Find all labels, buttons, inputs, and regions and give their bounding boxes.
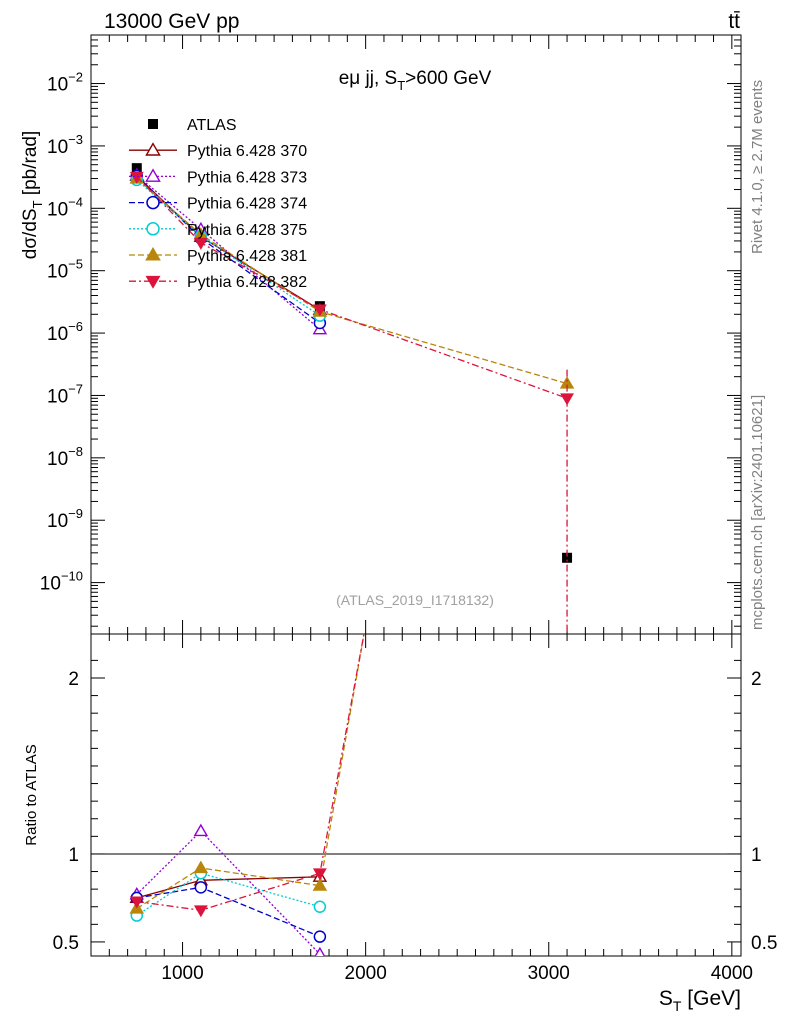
main-y-tick-label: 10−4 [47, 194, 83, 220]
main-y-tick-label: 10−10 [40, 569, 83, 595]
legend-marker [148, 119, 158, 129]
ratio-series-line [136, 634, 365, 911]
ratio-y-tick-label-right: 0.5 [751, 933, 777, 954]
legend-marker [146, 195, 160, 210]
main-y-tick-label: 10−8 [47, 444, 83, 470]
ratio-y-tick-labels: 0.5 0.5 1 1 2 2 [53, 669, 778, 954]
legend-item: Pythia 6.428 375 [129, 222, 307, 239]
legend: ATLAS Pythia 6.428 370 Pythia 6.428 373 Pyt… [129, 117, 307, 291]
ratio-series-line [136, 634, 365, 910]
main-series-group [129, 163, 575, 634]
legend-label: ATLAS [187, 117, 237, 134]
x-tick-label: 3000 [528, 963, 570, 984]
ratio-data-point [313, 900, 327, 913]
main-series-6 [129, 171, 574, 406]
header-right: tt̄ [728, 10, 740, 33]
main-y-tick-label: 10−9 [47, 506, 83, 532]
ratio-data-point [129, 896, 144, 909]
ratio-y-tick-label: 1 [68, 845, 79, 866]
main-data-point [312, 304, 327, 317]
x-tick-label: 4000 [711, 963, 753, 984]
legend-label: Pythia 6.428 370 [187, 143, 307, 160]
ratio-ticks [90, 634, 741, 956]
ratio-panel-frame [90, 633, 742, 957]
ratio-series-group [129, 634, 365, 956]
legend-item: Pythia 6.428 370 [129, 142, 307, 160]
main-series-line [136, 178, 568, 385]
main-y-tick-label: 10−7 [47, 381, 83, 407]
main-y-tick-label: 10−2 [47, 70, 83, 96]
ratio-data-point [193, 905, 208, 918]
ratio-y-tick-label: 0.5 [53, 933, 79, 954]
legend-item: Pythia 6.428 373 [129, 168, 307, 186]
main-title: eμ jj, ST>600 GeV [339, 68, 492, 93]
main-y-tick-label: 10−3 [47, 132, 83, 158]
legend-label: Pythia 6.428 382 [187, 274, 307, 291]
legend-label: Pythia 6.428 381 [187, 248, 307, 265]
legend-item: Pythia 6.428 381 [129, 247, 307, 265]
main-y-axis-label: dσ/dST [pb/rad] [20, 131, 45, 259]
x-axis-label: ST [GeV] [659, 987, 741, 1014]
ratio-data-point [194, 881, 208, 894]
ratio-y-tick-label-right: 1 [751, 845, 762, 866]
x-tick-label: 1000 [161, 963, 203, 984]
ratio-data-point [314, 946, 326, 956]
main-series-line [136, 176, 568, 399]
analysis-watermark: (ATLAS_2019_I1718132) [336, 592, 494, 608]
legend-label: Pythia 6.428 374 [187, 196, 307, 213]
ratio-series-5 [129, 634, 365, 918]
ratio-series-line [136, 886, 321, 938]
ratio-data-point [193, 823, 209, 837]
ratio-data-point [313, 930, 327, 943]
ratio-data-point [312, 868, 327, 881]
ratio-series-line [136, 876, 320, 899]
legend-marker [145, 168, 161, 182]
ratio-series-0 [129, 869, 328, 904]
legend-marker [146, 222, 160, 236]
main-y-ticks [90, 34, 741, 634]
main-data-point [193, 237, 208, 250]
ratio-y-tick-label: 2 [68, 669, 79, 690]
main-y-tick-label: 10−6 [47, 319, 83, 345]
main-series-1 [129, 168, 328, 316]
legend-item: Pythia 6.428 374 [129, 196, 307, 213]
main-y-tick-label: 10−5 [47, 257, 83, 283]
legend-item: ATLAS [148, 117, 237, 134]
main-y-tick-labels: 10−10 10−9 10−8 10−7 10−6 10−5 10−4 10−3 10−2 [40, 70, 83, 595]
ratio-data-point [193, 860, 209, 874]
main-data-point [560, 393, 574, 406]
ratio-x-tick-labels: 1000 2000 3000 4000 [161, 963, 753, 984]
mcplots-label: mcplots.cern.ch [arXiv:2401.10621] [749, 395, 766, 630]
header-left: 13000 GeV pp [104, 10, 239, 33]
ratio-series-line [136, 830, 321, 955]
ratio-y-axis-label: Ratio to ATLAS [23, 744, 40, 845]
legend-marker [145, 247, 161, 261]
main-data-point [129, 171, 144, 184]
legend-label: Pythia 6.428 373 [187, 169, 307, 186]
legend-label: Pythia 6.428 375 [187, 222, 307, 239]
x-tick-label: 2000 [345, 963, 387, 984]
legend-marker [145, 142, 161, 156]
ratio-series-4 [129, 634, 365, 914]
legend-marker [145, 275, 161, 289]
legend-item: Pythia 6.428 382 [129, 274, 307, 291]
ratio-data-point [312, 878, 328, 891]
main-data-point [562, 552, 573, 563]
ratio-y-tick-label-right: 2 [751, 669, 762, 690]
rivet-label: Rivet 4.1.0, ≥ 2.7M events [749, 80, 766, 254]
